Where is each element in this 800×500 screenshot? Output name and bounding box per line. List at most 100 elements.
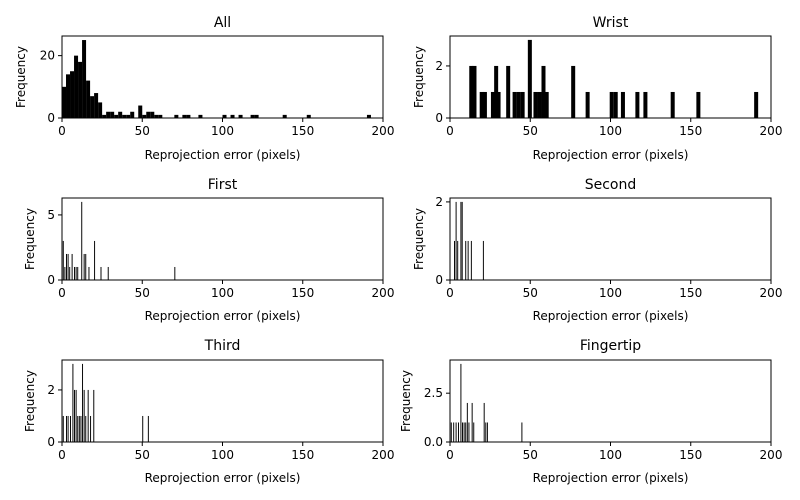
histogram-bar — [75, 389, 77, 442]
histogram-bar — [83, 253, 85, 280]
axes-frame — [61, 359, 384, 443]
x-tick-label: 200 — [372, 448, 395, 462]
panel-all: All 0 50 100 150 200 0 20 Reprojection error (… — [14, 15, 394, 162]
histogram-bar — [64, 266, 66, 280]
y-tick-label: 0 — [47, 435, 55, 449]
histogram-bar — [670, 91, 675, 118]
histogram-bar — [82, 40, 87, 118]
histogram-bar — [485, 422, 487, 442]
histogram-bar — [455, 201, 457, 280]
histogram-bar — [85, 253, 87, 280]
histogram-bar — [479, 91, 484, 118]
panel-title: All — [214, 15, 231, 31]
histogram-bar — [70, 415, 71, 442]
histogram-bar — [85, 415, 87, 442]
histogram-bar — [282, 114, 287, 118]
panel-second: Second 0 50 100 150 200 0 2 Reprojection error… — [412, 177, 782, 323]
histogram-bar — [110, 111, 115, 118]
histogram-bar — [512, 91, 517, 118]
histogram-bar — [496, 91, 501, 118]
y-tick-label: 20 — [40, 49, 55, 63]
histogram-bar — [62, 415, 64, 442]
histogram-bar — [468, 422, 470, 442]
histogram-bar — [457, 240, 459, 280]
y-tick-label: 0 — [47, 111, 55, 125]
histogram-bar — [130, 111, 135, 118]
histogram-bar — [93, 389, 95, 442]
panel-fingertip: Fingertip 0 50 100 150 200 0.0 2.5 Reprojectio… — [399, 338, 782, 485]
y-axis-label: Frequency — [412, 208, 426, 270]
histogram-bar — [462, 422, 463, 442]
histogram-bar — [186, 114, 191, 118]
panel-title: Second — [585, 177, 637, 193]
panel-title: Third — [204, 338, 241, 354]
histogram-bar — [106, 111, 111, 118]
histogram-bar — [98, 102, 103, 118]
histogram-bar — [158, 114, 163, 118]
y-tick-label: 2 — [47, 383, 55, 397]
x-axis-label: Reprojection error (pixels) — [145, 471, 301, 485]
x-tick-label: 0 — [58, 448, 66, 462]
histogram-bar — [620, 91, 625, 118]
axes-frame — [449, 197, 772, 281]
y-axis-label: Frequency — [14, 46, 28, 108]
y-tick-label: 2.5 — [424, 386, 443, 400]
histogram-bar — [62, 86, 67, 118]
histogram-bar — [483, 402, 485, 442]
histogram-bar — [118, 111, 123, 118]
histogram-bar — [102, 114, 107, 118]
histogram-bar — [454, 240, 455, 280]
histogram-bar — [482, 240, 484, 280]
x-tick-label: 150 — [679, 124, 702, 138]
x-tick-label: 150 — [291, 448, 314, 462]
histogram-bar — [527, 39, 532, 118]
panel-wrist: Wrist 0 50 100 150 200 0 2 Reprojection error … — [412, 15, 782, 162]
histogram-bar — [466, 402, 468, 442]
histogram-bar — [81, 201, 83, 280]
histogram-bar — [461, 201, 463, 280]
histogram-bar — [154, 114, 159, 118]
histogram-bar — [80, 415, 82, 442]
histogram-bar — [182, 114, 187, 118]
histogram-bar — [94, 93, 99, 118]
histogram-bar — [126, 114, 131, 118]
histogram-bar — [486, 422, 488, 442]
axes-frame — [61, 35, 384, 119]
histogram-bar — [150, 111, 155, 118]
histogram-bar — [643, 91, 648, 118]
panel-title: First — [208, 177, 238, 193]
histogram-bar — [230, 114, 235, 118]
histogram-bar — [754, 91, 759, 118]
x-tick-label: 100 — [211, 448, 234, 462]
histogram-bar — [238, 114, 243, 118]
histogram-bar — [250, 114, 255, 118]
histogram-bar — [471, 402, 473, 442]
histogram-bar — [472, 65, 477, 118]
axes-frame — [61, 197, 384, 281]
histogram-bar — [174, 266, 176, 280]
x-tick-label: 0 — [58, 286, 66, 300]
panel-title: Wrist — [593, 15, 629, 31]
x-tick-label: 150 — [679, 448, 702, 462]
histogram-bar — [453, 422, 455, 442]
x-tick-label: 0 — [446, 124, 454, 138]
y-tick-label: 5 — [47, 208, 55, 222]
histogram-bar — [72, 363, 74, 442]
histogram-bar — [82, 363, 84, 442]
histogram-bar — [75, 266, 77, 280]
x-tick-label: 0 — [58, 124, 66, 138]
x-tick-label: 150 — [291, 124, 314, 138]
histogram-bar — [306, 114, 311, 118]
histogram-bar — [107, 266, 109, 280]
y-axis-label: Frequency — [399, 370, 413, 432]
panel-third: Third 0 50 100 150 200 0 2 Reprojection error … — [23, 338, 394, 485]
x-tick-label: 100 — [211, 286, 234, 300]
histogram-bar — [473, 422, 475, 442]
histogram-bar — [67, 415, 69, 442]
histogram-bar — [114, 114, 119, 118]
x-axis-label: Reprojection error (pixels) — [533, 148, 689, 162]
histogram-bar — [613, 91, 618, 118]
x-tick-label: 200 — [372, 286, 395, 300]
histogram-bar — [541, 65, 546, 118]
